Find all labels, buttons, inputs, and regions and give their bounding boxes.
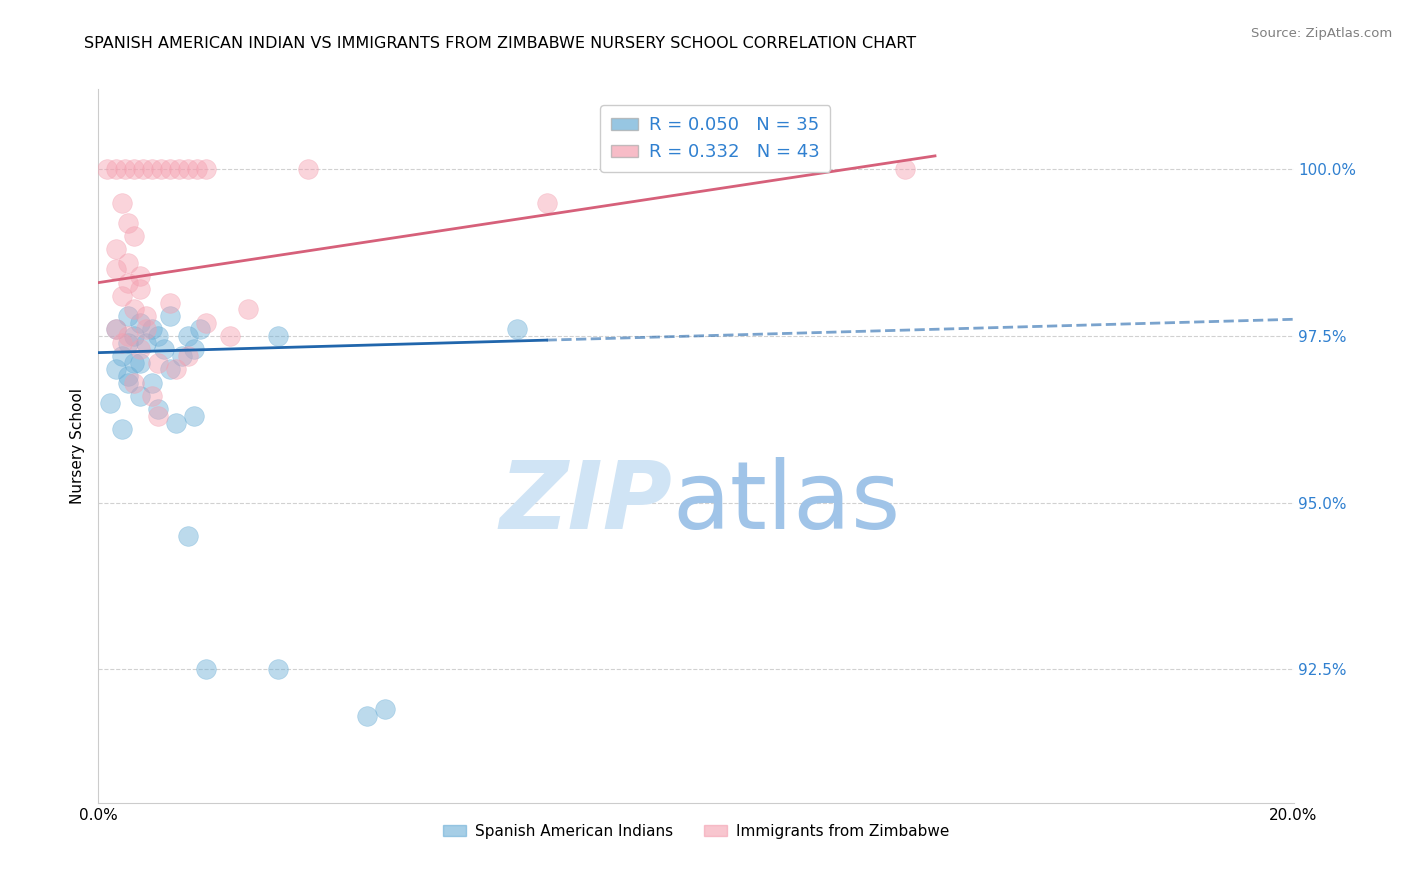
Point [117,255,139,269]
Point [141,162,163,177]
Point [129,282,152,296]
Point [129,268,152,283]
Point [150,162,173,177]
Y-axis label: Nursery School: Nursery School [70,388,86,504]
Point [159,162,181,177]
Legend: Spanish American Indians, Immigrants from Zimbabwe: Spanish American Indians, Immigrants fro… [437,818,955,845]
Point [132,162,155,177]
Point [98,395,122,409]
Point [536,195,558,210]
Point [188,322,211,336]
Point [129,343,152,357]
Point [153,343,176,357]
Point [195,162,218,177]
Point [148,356,170,370]
Point [124,356,146,370]
Point [129,316,152,330]
Point [117,309,139,323]
Point [267,329,290,343]
Text: Source: ZipAtlas.com: Source: ZipAtlas.com [1251,27,1392,40]
Point [177,162,200,177]
Point [506,322,529,336]
Point [105,242,128,256]
Point [124,376,146,390]
Text: SPANISH AMERICAN INDIAN VS IMMIGRANTS FROM ZIMBABWE NURSERY SCHOOL CORRELATION C: SPANISH AMERICAN INDIAN VS IMMIGRANTS FR… [84,36,917,51]
Point [117,276,139,290]
Point [135,322,157,336]
Point [183,409,205,423]
Point [165,362,187,376]
Point [141,322,163,336]
Point [894,162,917,177]
Point [141,376,163,390]
Point [111,289,134,303]
Point [159,295,181,310]
Point [105,322,128,336]
Point [186,162,208,177]
Point [148,402,170,417]
Point [177,349,200,363]
Point [117,329,139,343]
Point [105,362,128,376]
Point [135,309,157,323]
Point [183,343,205,357]
Point [105,162,128,177]
Point [129,356,152,370]
Point [195,662,218,676]
Point [124,162,146,177]
Point [124,228,146,243]
Point [111,195,134,210]
Point [356,709,378,723]
Point [117,216,139,230]
Point [111,422,134,436]
Point [159,362,181,376]
Point [105,262,128,277]
Point [148,409,170,423]
Point [111,349,134,363]
Point [297,162,319,177]
Point [105,322,128,336]
Point [219,329,242,343]
Point [165,416,187,430]
Point [117,368,139,383]
Point [111,335,134,350]
Point [236,302,259,317]
Point [177,329,200,343]
Point [195,316,218,330]
Point [172,349,194,363]
Point [117,335,139,350]
Point [159,309,181,323]
Point [96,162,118,177]
Point [124,329,146,343]
Text: ZIP: ZIP [499,457,672,549]
Point [267,662,290,676]
Point [141,389,163,403]
Point [374,702,396,716]
Point [124,302,146,317]
Point [148,329,170,343]
Point [129,389,152,403]
Text: atlas: atlas [672,457,900,549]
Point [135,335,157,350]
Point [114,162,136,177]
Point [167,162,190,177]
Point [117,376,139,390]
Point [177,529,200,543]
